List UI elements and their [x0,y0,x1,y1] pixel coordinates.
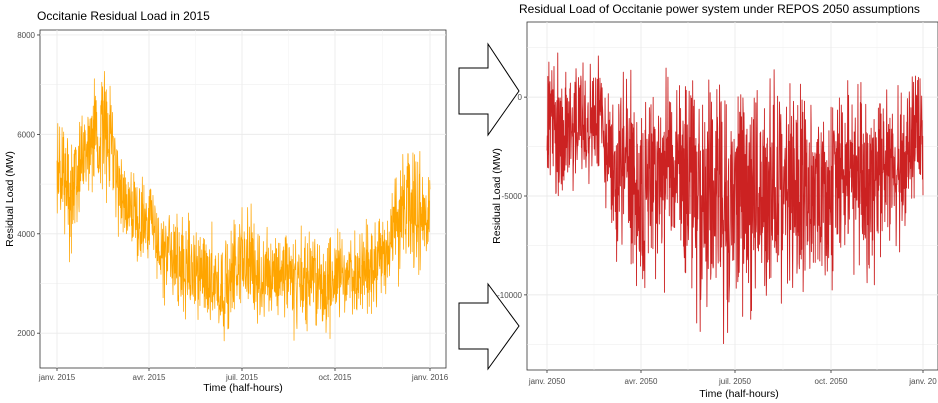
right-y-axis: -10000 -5000 0 [497,93,527,300]
x-tick-label: avr. 2015 [133,373,166,382]
x-tick-label: janv. 2016 [411,373,449,382]
y-tick-label: 8000 [17,31,35,40]
right-chart-title: Residual Load of Occitanie power system … [519,2,920,16]
right-gridlines [527,22,938,370]
right-x-axis-label: Time (half-hours) [699,388,779,400]
left-series-2015 [56,70,431,342]
right-x-axis: janv. 2050 avr. 2050 juil. 2050 oct. 2050 ja… [528,370,937,386]
right-y-axis-label: Residual Load (MW) [491,148,503,244]
left-chart: Occitanie Residual Load in 2015 2000 4000… [4,9,449,394]
y-tick-label: 6000 [17,130,35,139]
y-tick-label: 0 [518,93,523,102]
x-tick-label: juil. 2050 [718,377,752,386]
left-x-axis: janv. 2015 avr. 2015 juil. 2015 oct. 2015 ja… [38,368,449,382]
y-tick-label: -10000 [497,291,522,300]
right-arrow-icon [458,42,520,137]
left-chart-title: Occitanie Residual Load in 2015 [37,9,210,23]
right-series-2050 [546,52,924,345]
x-tick-label: janv. 20 [908,377,937,386]
x-tick-label: janv. 2050 [528,377,566,386]
left-gridlines [40,30,446,368]
left-y-axis: 2000 4000 6000 8000 [17,31,40,338]
series-line [546,52,924,345]
x-tick-label: juil. 2015 [225,373,259,382]
left-x-axis-label: Time (half-hours) [203,382,283,394]
left-y-axis-label: Residual Load (MW) [4,151,16,247]
y-tick-label: 2000 [17,329,35,338]
right-arrow-icon [458,282,520,371]
y-tick-label: -5000 [502,192,523,201]
x-tick-label: oct. 2050 [815,377,848,386]
x-tick-label: janv. 2015 [38,373,76,382]
arrows [458,42,520,371]
y-tick-label: 4000 [17,230,35,239]
series-line [56,70,431,342]
x-tick-label: avr. 2050 [625,377,658,386]
x-tick-label: oct. 2015 [319,373,352,382]
left-plot-panel [39,29,447,369]
right-chart: Residual Load of Occitanie power system … [491,2,938,400]
